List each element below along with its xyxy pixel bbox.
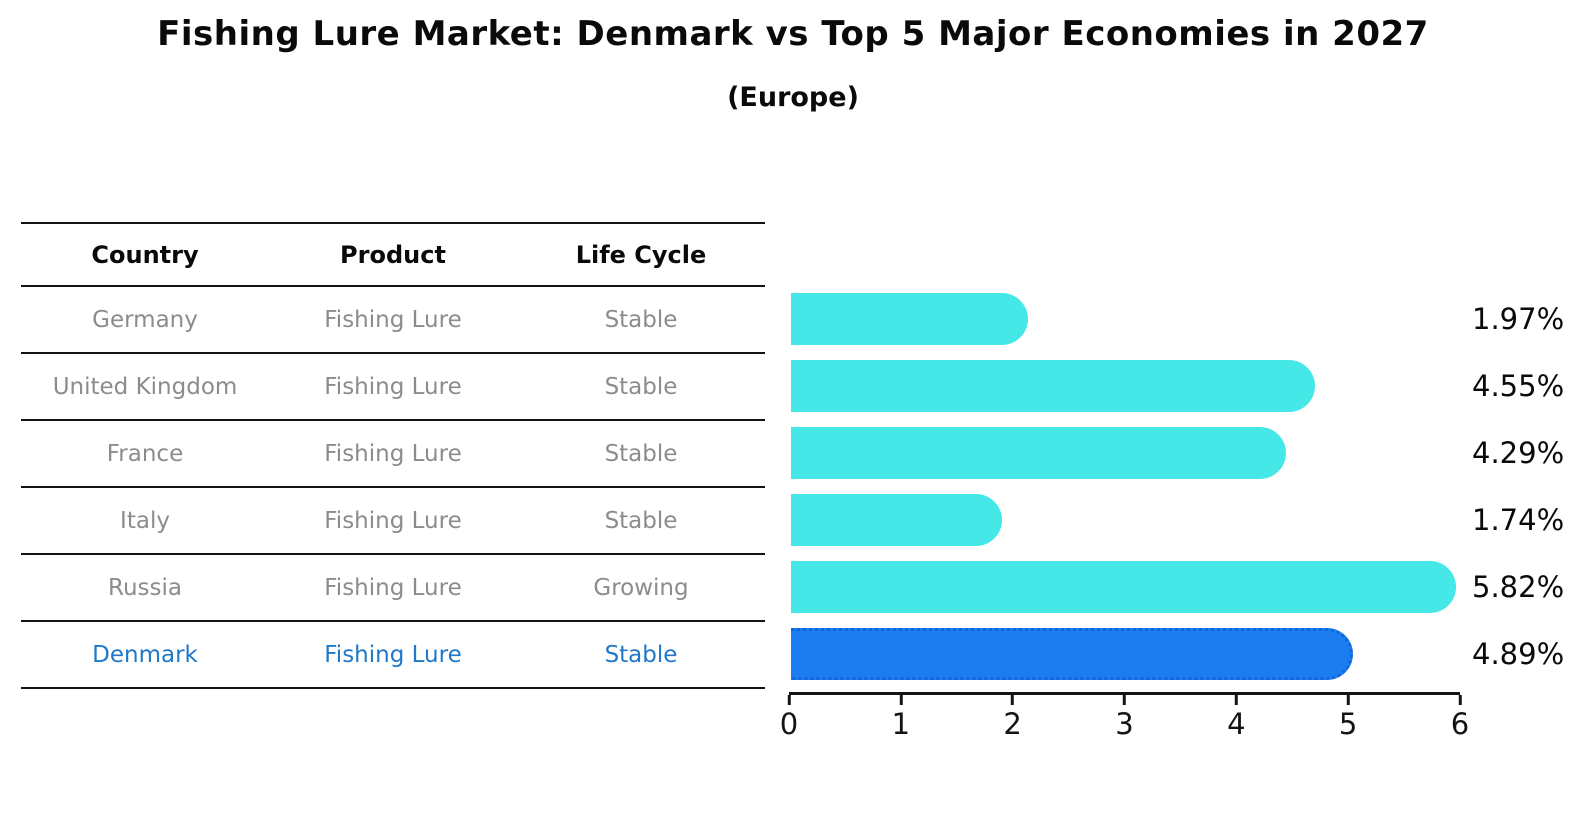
table-row-germany: Germany Fishing Lure Stable [21,287,765,354]
product-cell: Fishing Lure [324,507,462,534]
product-cell: Fishing Lure [324,641,462,668]
product-cell: Fishing Lure [324,440,462,467]
value-label-france: 4.29% [1472,435,1565,470]
x-tick-label-2: 2 [1003,707,1022,741]
value-label-column: 1.97% 4.55% 4.29% 1.74% 5.82% 4.89% [1472,285,1586,687]
x-axis: 0 1 2 3 4 5 6 [780,692,1469,741]
country-cell: United Kingdom [52,373,238,400]
product-cell: Fishing Lure [324,306,462,333]
country-cell: Italy [120,507,170,534]
x-axis-tick [899,695,903,705]
bar-chart-plot-area [791,285,1458,687]
x-tick-label-6: 6 [1450,707,1470,741]
bar-united-kingdom [791,359,1315,412]
table-row-denmark: Denmark Fishing Lure Stable [21,622,765,689]
country-cell: France [106,440,184,467]
chart-title: Fishing Lure Market: Denmark vs Top 5 Ma… [157,14,1429,54]
x-axis-tick [1234,695,1238,705]
value-label-germany: 1.97% [1472,301,1565,336]
product-cell: Fishing Lure [324,373,462,400]
comparison-table: Country Product Life Cycle Germany Fishi… [21,222,765,689]
x-axis-tick [787,695,791,705]
x-axis-tick [1122,695,1126,705]
bar-russia [791,560,1456,613]
x-axis-tick [1458,695,1462,705]
table-row-italy: Italy Fishing Lure Stable [21,488,765,555]
bar-italy [791,493,1003,546]
x-tick-label-1: 1 [891,707,911,741]
table-row-united-kingdom: United Kingdom Fishing Lure Stable [21,354,765,421]
table-header-row: Country Product Life Cycle [21,224,765,287]
x-tick-label-3: 3 [1115,707,1134,741]
x-tick-label-0: 0 [779,707,799,741]
bar-germany [791,292,1028,345]
life-cycle-cell: Stable [604,440,678,467]
value-label-denmark: 4.89% [1472,636,1565,671]
column-header-country: Country [91,240,199,269]
life-cycle-cell: Stable [604,373,678,400]
x-tick-label-4: 4 [1227,707,1246,741]
x-axis-line [789,692,1460,695]
life-cycle-cell: Stable [604,641,678,668]
country-cell: Denmark [92,641,198,668]
country-cell: Germany [92,306,198,333]
x-axis-tick [1346,695,1350,705]
table-row-france: France Fishing Lure Stable [21,421,765,488]
life-cycle-cell: Stable [604,507,678,534]
value-label-russia: 5.82% [1472,569,1565,604]
table-row-russia: Russia Fishing Lure Growing [21,555,765,622]
column-header-product: Product [340,240,446,269]
bar-denmark-highlighted [791,627,1353,680]
value-label-italy: 1.74% [1472,502,1565,537]
country-cell: Russia [108,574,182,601]
product-cell: Fishing Lure [324,574,462,601]
x-axis-tick [1011,695,1015,705]
life-cycle-cell: Stable [604,306,678,333]
x-tick-label-5: 5 [1338,707,1358,741]
bar-france [791,426,1286,479]
value-label-united-kingdom: 4.55% [1472,368,1565,403]
chart-subtitle: (Europe) [727,82,859,113]
life-cycle-cell: Growing [593,574,689,601]
column-header-life-cycle: Life Cycle [575,240,707,269]
